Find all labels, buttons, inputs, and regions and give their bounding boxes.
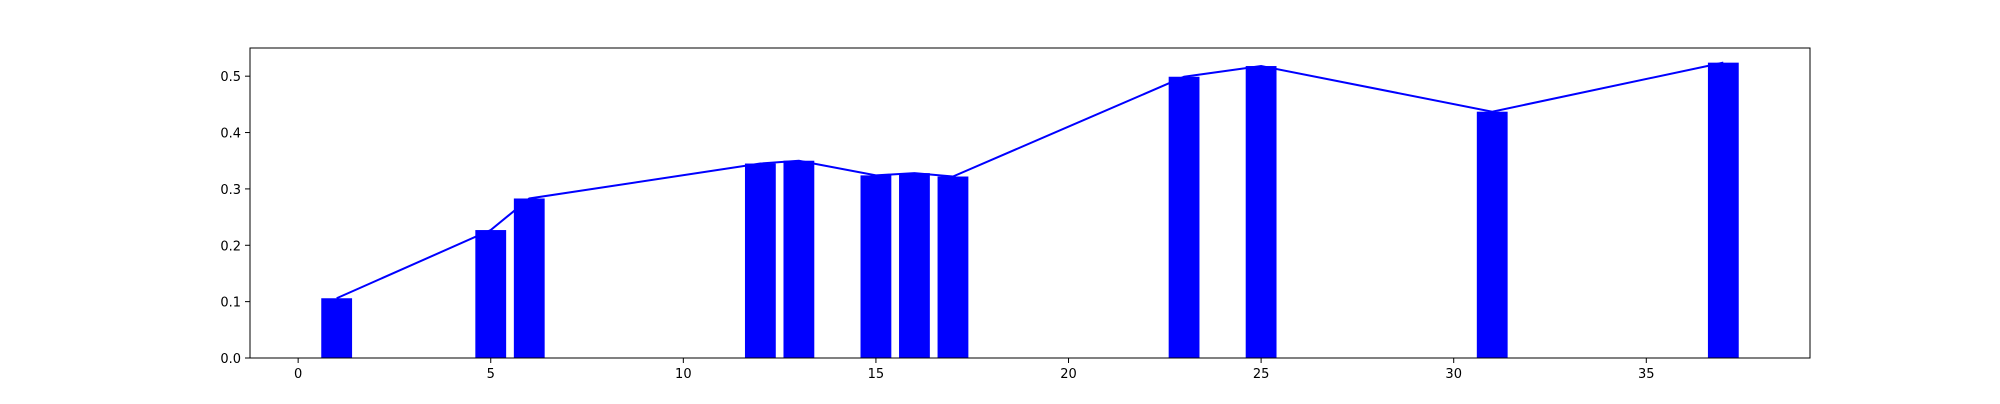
x-tick-label-0: 0 xyxy=(294,367,302,382)
bar-23 xyxy=(1168,76,1200,358)
x-tick-label-25: 25 xyxy=(1253,367,1270,382)
x-axis: 0 5 10 15 20 25 30 35 xyxy=(294,358,1655,382)
bars-layer xyxy=(321,62,1739,359)
y-tick-label-2: 0.2 xyxy=(220,239,241,254)
x-tick-label-10: 10 xyxy=(675,367,692,382)
y-tick-label-1: 0.1 xyxy=(220,296,241,311)
y-tick-label-4: 0.4 xyxy=(220,127,241,142)
x-tick-label-20: 20 xyxy=(1060,367,1077,382)
x-tick-label-30: 30 xyxy=(1445,367,1462,382)
bar-1 xyxy=(321,298,353,358)
x-tick-label-35: 35 xyxy=(1638,367,1655,382)
bar-25 xyxy=(1245,66,1277,358)
bar-5 xyxy=(475,230,507,358)
bar-12 xyxy=(744,163,776,358)
bar-31 xyxy=(1476,111,1508,358)
x-tick-label-15: 15 xyxy=(868,367,885,382)
y-tick-label-0: 0.0 xyxy=(220,352,241,367)
x-tick-label-5: 5 xyxy=(487,367,495,382)
bar-6 xyxy=(513,198,545,358)
y-tick-label-5: 0.5 xyxy=(220,70,241,85)
series-line xyxy=(336,61,1724,300)
bar-17 xyxy=(937,176,969,358)
line-layer xyxy=(336,61,1724,300)
plot-frame xyxy=(249,47,1811,359)
bar-37 xyxy=(1707,62,1739,359)
bar-15 xyxy=(860,175,892,358)
y-axis: 0.0 0.1 0.2 0.3 0.4 0.5 xyxy=(220,70,250,367)
bar-13 xyxy=(783,160,815,358)
y-tick-label-3: 0.3 xyxy=(220,183,241,198)
bar-16 xyxy=(899,173,930,358)
